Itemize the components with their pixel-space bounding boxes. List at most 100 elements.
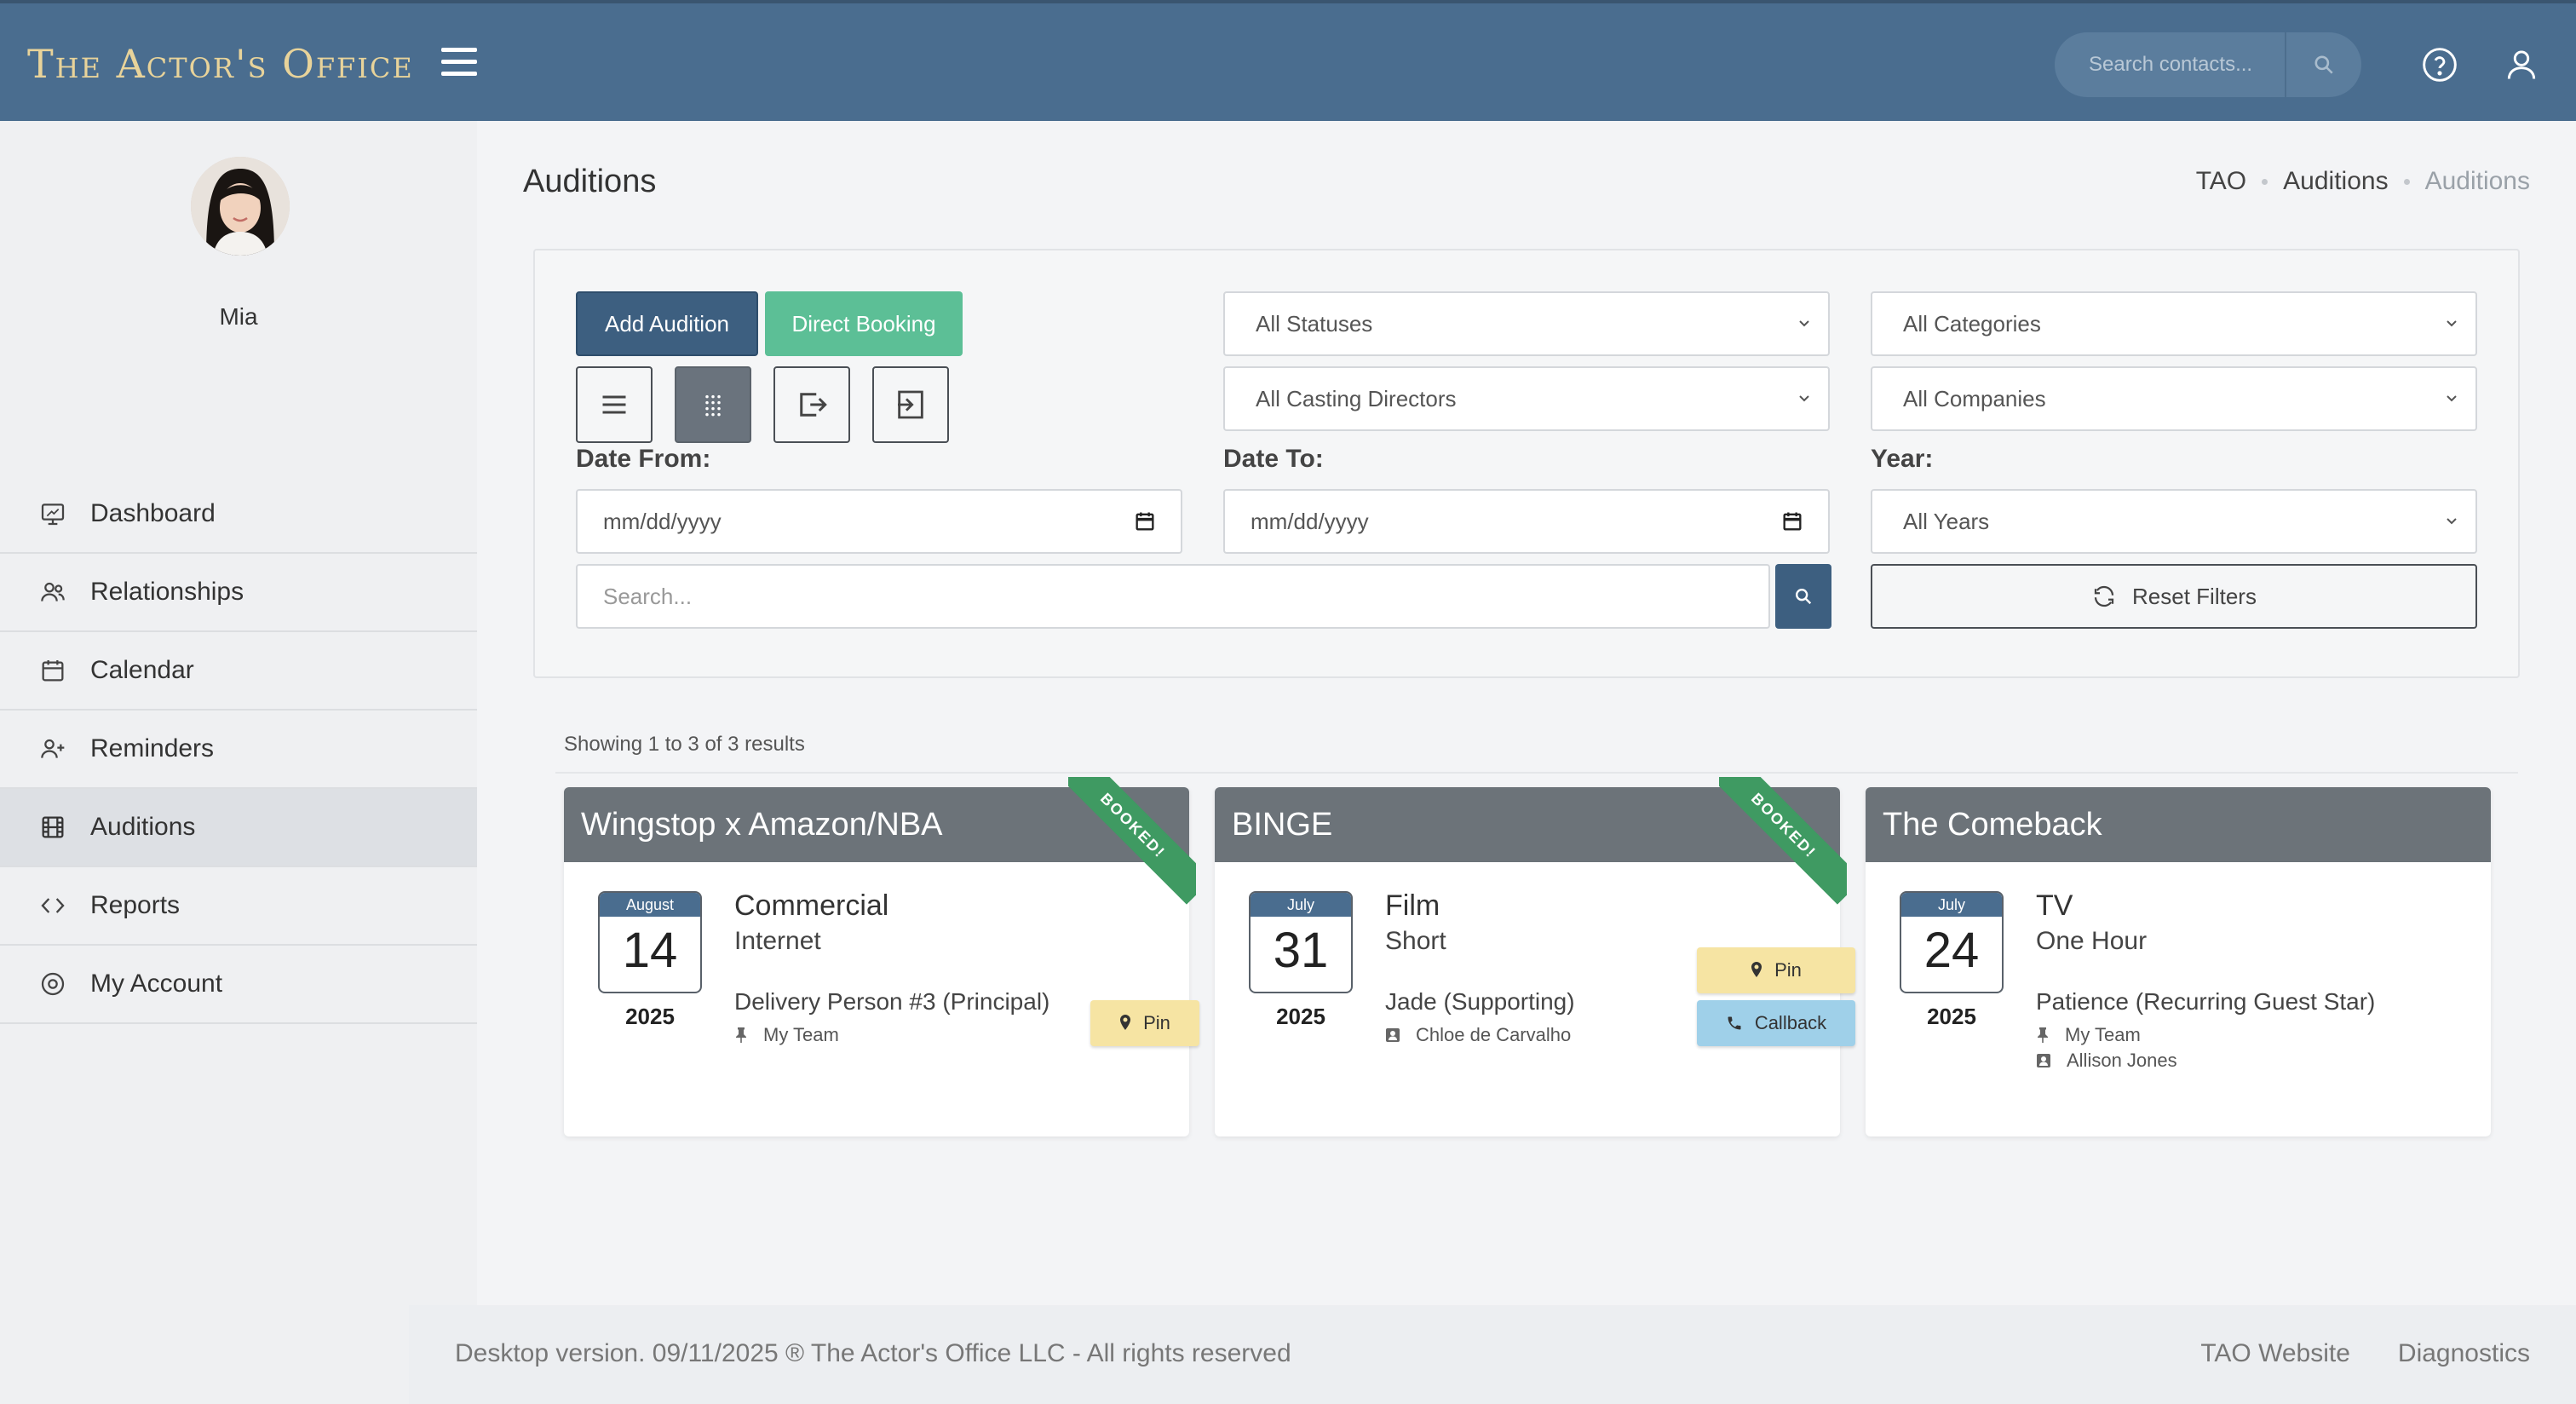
audition-type: TV (2036, 889, 2073, 922)
chevron-down-icon (1799, 320, 1809, 327)
import-icon (898, 390, 923, 419)
sidebar-item-reports[interactable]: Reports (0, 867, 477, 946)
search-icon (1796, 589, 1812, 605)
sidebar-item-relationships[interactable]: Relationships (0, 554, 477, 632)
phone-icon (1728, 1016, 1741, 1030)
user-photo-icon (191, 157, 290, 256)
footer: Desktop version. 09/11/2025 ® The Actor'… (409, 1305, 2576, 1404)
breadcrumb: TAO Auditions Auditions (2196, 167, 2530, 196)
sidebar-item-label: My Account (90, 970, 223, 998)
copyright-text: Desktop version. 09/11/2025 ® The Actor'… (455, 1339, 1291, 1367)
export-icon (800, 393, 827, 417)
map-pin-icon (1120, 1015, 1131, 1030)
calendar-icon[interactable] (1780, 509, 1804, 533)
add-audition-button[interactable]: Add Audition (576, 291, 758, 356)
avatar[interactable] (191, 157, 290, 256)
reset-filters-button[interactable]: Reset Filters (1871, 564, 2477, 629)
audition-role: Patience (Recurring Guest Star) (2036, 988, 2376, 1015)
year-label: Year: (1871, 445, 1934, 473)
date-from-label: Date From: (576, 445, 711, 473)
audition-search-button[interactable] (1775, 564, 1831, 629)
audition-role: Delivery Person #3 (Principal) (734, 988, 1050, 1015)
chevron-down-icon (2447, 518, 2457, 525)
user-icon (2507, 50, 2536, 79)
diagnostics-link[interactable]: Diagnostics (2397, 1339, 2530, 1367)
pushpin-icon (2038, 1027, 2048, 1043)
breadcrumb-auditions-link[interactable]: Auditions (2283, 167, 2389, 195)
pushpin-icon (736, 1027, 746, 1043)
date-badge: July 24 (1900, 891, 2004, 993)
calendar-icon[interactable] (1133, 509, 1157, 533)
refresh-icon (2094, 585, 2114, 607)
date-badge: August 14 (598, 891, 702, 993)
account-circle-icon (36, 967, 70, 1001)
direct-booking-button[interactable]: Direct Booking (765, 291, 963, 356)
callback-tag[interactable]: Callback (1697, 1000, 1855, 1046)
sidebar-item-label: Auditions (90, 813, 196, 841)
date-to-input[interactable]: mm/dd/yyyy (1223, 489, 1830, 554)
code-icon (36, 889, 70, 923)
map-pin-icon (1751, 962, 1762, 977)
user-plus-icon (36, 732, 70, 766)
casting-director-select[interactable]: All Casting Directors (1223, 366, 1830, 431)
sidebar-item-label: Calendar (90, 656, 194, 684)
audition-search-input[interactable]: Search... (576, 564, 1770, 629)
sidebar-item-auditions[interactable]: Auditions (0, 789, 477, 867)
user-profile-button[interactable] (2503, 46, 2540, 83)
chevron-down-icon (2447, 320, 2457, 327)
pin-tag[interactable]: Pin (1090, 1000, 1199, 1046)
menu-toggle-button[interactable] (441, 48, 477, 77)
page-title: Auditions (523, 164, 657, 199)
contact-card-icon (2037, 1054, 2050, 1067)
year-select[interactable]: All Years (1871, 489, 2477, 554)
contact-search-input[interactable] (2055, 32, 2285, 97)
sidebar: Mia Dashboard Relationships Calendar Rem… (0, 121, 477, 1404)
pin-tag[interactable]: Pin (1697, 947, 1855, 993)
category-select[interactable]: All Categories (1871, 291, 2477, 356)
booked-ribbon: BOOKED! (1719, 777, 1847, 905)
tao-website-link[interactable]: TAO Website (2200, 1339, 2350, 1367)
film-icon (36, 810, 70, 844)
sidebar-item-dashboard[interactable]: Dashboard (0, 475, 477, 554)
audition-card[interactable]: Wingstop x Amazon/NBA BOOKED! August 14 … (564, 777, 1199, 1136)
breadcrumb-home-link[interactable]: TAO (2195, 167, 2247, 195)
date-from-input[interactable]: mm/dd/yyyy (576, 489, 1182, 554)
audition-card[interactable]: The Comeback July 24 2025 TV One Hour Pa… (1866, 787, 2491, 1136)
status-select[interactable]: All Statuses (1223, 291, 1830, 356)
divider (555, 772, 2518, 774)
export-button[interactable] (773, 366, 850, 443)
help-button[interactable] (2421, 46, 2458, 83)
audition-role: Jade (Supporting) (1385, 988, 1575, 1015)
help-circle-icon (2423, 48, 2457, 82)
audition-year: 2025 (1276, 1004, 1325, 1029)
audition-year: 2025 (625, 1004, 675, 1029)
breadcrumb-separator (2262, 178, 2268, 185)
date-badge: July 31 (1249, 891, 1353, 993)
audition-subtype: Short (1385, 927, 1446, 955)
filter-panel: Add Audition Direct Booking All Statuses… (533, 249, 2520, 678)
audition-card[interactable]: BINGE BOOKED! July 31 2025 Film Short Ja… (1215, 777, 1855, 1136)
audition-team: My Team (734, 1024, 839, 1046)
sidebar-item-label: Reminders (90, 734, 215, 762)
grid-view-button[interactable] (675, 366, 751, 443)
users-icon (36, 575, 70, 609)
date-to-label: Date To: (1223, 445, 1324, 473)
app-logo[interactable]: The Actor's Office (27, 41, 414, 87)
sidebar-item-calendar[interactable]: Calendar (0, 632, 477, 711)
sidebar-item-reminders[interactable]: Reminders (0, 711, 477, 789)
list-view-button[interactable] (576, 366, 653, 443)
audition-year: 2025 (1927, 1004, 1976, 1029)
list-icon (602, 395, 626, 414)
sidebar-item-my-account[interactable]: My Account (0, 946, 477, 1024)
calendar-icon (36, 653, 70, 688)
audition-subtype: Internet (734, 927, 821, 955)
import-button[interactable] (872, 366, 949, 443)
contact-search-button[interactable] (2286, 32, 2361, 97)
top-navbar: The Actor's Office (0, 0, 2576, 121)
user-name: Mia (219, 303, 258, 330)
audition-casting-director: Chloe de Carvalho (1385, 1024, 1571, 1046)
contact-card-icon (1386, 1028, 1400, 1042)
sidebar-item-label: Reports (90, 891, 181, 919)
footer-links: TAO Website Diagnostics (2200, 1339, 2530, 1368)
company-select[interactable]: All Companies (1871, 366, 2477, 431)
